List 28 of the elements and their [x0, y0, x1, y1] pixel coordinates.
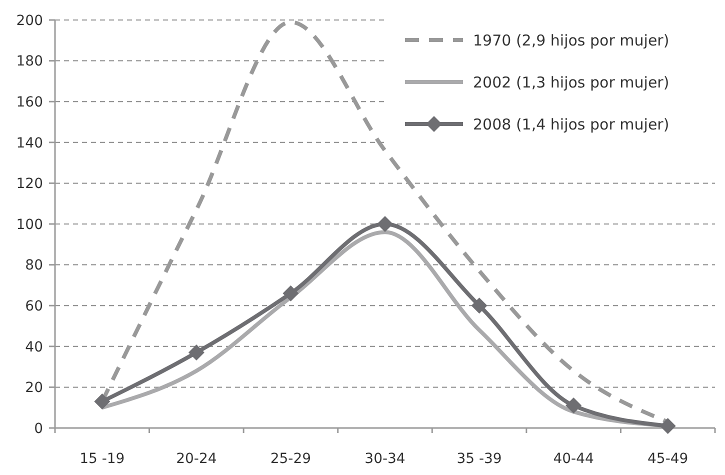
point — [377, 216, 393, 232]
x-tick-label: 15 -19 — [80, 451, 125, 467]
point — [282, 285, 299, 302]
y-tick-label: 100 — [16, 216, 43, 233]
y-tick-label: 140 — [16, 135, 43, 152]
y-tick-label: 60 — [25, 298, 43, 314]
x-tick-label: 35 -39 — [456, 451, 502, 467]
x-tick-label: 30-34 — [364, 451, 406, 467]
point — [94, 393, 110, 410]
point — [660, 418, 676, 434]
y-tick-label: 40 — [25, 339, 43, 356]
x-tick-label: 45-49 — [648, 451, 688, 467]
x-tick-label: 40-44 — [553, 451, 594, 467]
y-tick-label: 0 — [34, 420, 43, 437]
legend-label: 2002 (1,3 hijos por mujer) — [473, 73, 670, 92]
x-tick-label: 20-24 — [176, 451, 217, 467]
y-tick-label: 180 — [16, 54, 43, 70]
y-tick-label: 200 — [16, 12, 43, 29]
y-tick-label: 80 — [25, 258, 43, 274]
y-tick-label: 20 — [25, 380, 43, 396]
y-tick-label: 160 — [16, 94, 43, 110]
legend-label: 2008 (1,4 hijos por mujer) — [473, 115, 670, 134]
point — [566, 398, 582, 414]
point — [188, 344, 204, 361]
legend-label: 1970 (2,9 hijos por mujer) — [473, 31, 670, 50]
point — [471, 298, 488, 314]
x-tick-label: 25-29 — [270, 451, 312, 467]
y-tick-label: 120 — [16, 176, 43, 192]
